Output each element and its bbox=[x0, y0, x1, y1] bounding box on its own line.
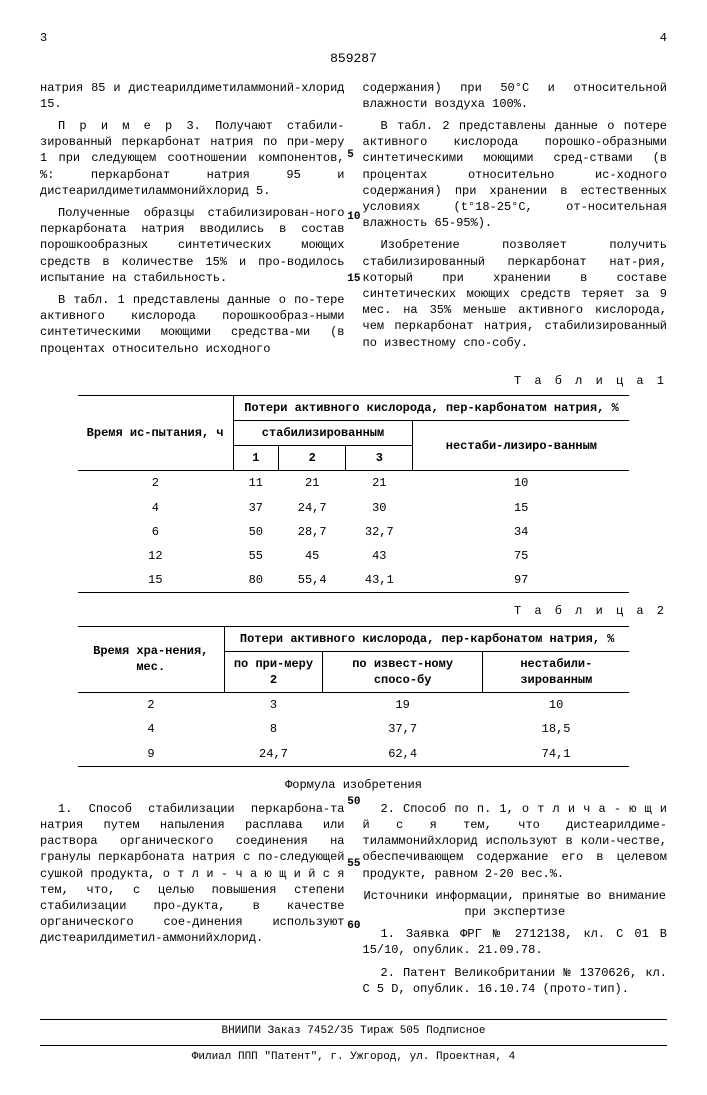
sources-title: Источники информации, принятые во вниман… bbox=[363, 888, 668, 920]
page-num-right: 4 bbox=[660, 30, 667, 46]
footer-1: ВНИИПИ Заказ 7452/35 Тираж 505 Подписное bbox=[40, 1019, 667, 1039]
column-right: содержания) при 50°С и относительной вла… bbox=[363, 80, 668, 363]
table-row: 4837,718,5 bbox=[78, 717, 630, 741]
table-1-title: Т а б л и ц а 1 bbox=[40, 373, 667, 389]
table-2: Время хра-нения, мес. Потери активного к… bbox=[78, 626, 630, 767]
table-2-title: Т а б л и ц а 2 bbox=[40, 603, 667, 619]
source-2: 2. Патент Великобритании № 1370626, кл. … bbox=[363, 965, 668, 997]
source-1: 1. Заявка ФРГ № 2712138, кл. C 01 B 15/1… bbox=[363, 926, 668, 958]
t1-h-stab: стабилизированным bbox=[233, 421, 413, 446]
t1-h-loss: Потери активного кислорода, пер-карбонат… bbox=[233, 395, 629, 420]
column-left: натрия 85 и дистеарилдиметиламмоний-хлор… bbox=[40, 80, 345, 363]
para-5: содержания) при 50°С и относительной вла… bbox=[363, 80, 668, 112]
para-1: натрия 85 и дистеарилдиметиламмоний-хлор… bbox=[40, 80, 345, 112]
table-row: 211212110 bbox=[78, 471, 630, 496]
page-num-left: 3 bbox=[40, 30, 47, 46]
column-right-claims: 2. Способ по п. 1, о т л и ч а - ю щ и й… bbox=[363, 801, 668, 1003]
claim-1: 1. Способ стабилизации перкарбона-та нат… bbox=[40, 801, 345, 947]
para-6: В табл. 2 представлены данные о потере а… bbox=[363, 118, 668, 231]
line-number-10: 10 bbox=[347, 210, 360, 225]
footer-2: Филиал ППП "Патент", г. Ужгород, ул. Про… bbox=[40, 1045, 667, 1065]
table-row: 65028,732,734 bbox=[78, 520, 630, 544]
t1-col-3: 3 bbox=[346, 446, 413, 471]
para-4: В табл. 1 представлены данные о по-тере … bbox=[40, 292, 345, 357]
t1-h-time: Время ис-пытания, ч bbox=[78, 395, 233, 471]
column-left-claims: 1. Способ стабилизации перкарбона-та нат… bbox=[40, 801, 345, 1003]
table-row: 1255454375 bbox=[78, 544, 630, 568]
line-number-60: 60 bbox=[347, 919, 360, 934]
claim-2: 2. Способ по п. 1, о т л и ч а - ю щ и й… bbox=[363, 801, 668, 882]
patent-number: 859287 bbox=[40, 50, 667, 68]
t2-col-3: нестабили-зированным bbox=[483, 651, 630, 692]
table-row: 924,762,474,1 bbox=[78, 742, 630, 767]
formula-title: Формула изобретения bbox=[40, 777, 667, 793]
table-row: 43724,73015 bbox=[78, 496, 630, 520]
line-number-15: 15 bbox=[347, 272, 360, 287]
t2-h-time: Время хра-нения, мес. bbox=[78, 626, 225, 693]
line-number-50: 50 bbox=[347, 795, 360, 810]
table-row: 231910 bbox=[78, 693, 630, 718]
line-number-55: 55 bbox=[347, 857, 360, 872]
t2-h-loss: Потери активного кислорода, пер-карбонат… bbox=[224, 626, 629, 651]
t2-col-2: по извест-ному спосо-бу bbox=[322, 651, 482, 692]
line-number-5: 5 bbox=[347, 148, 354, 163]
t2-col-1: по при-меру 2 bbox=[224, 651, 322, 692]
t1-col-2: 2 bbox=[279, 446, 346, 471]
table-1: Время ис-пытания, ч Потери активного кис… bbox=[78, 395, 630, 594]
t1-h-nonstab: нестаби-лизиро-ванным bbox=[413, 421, 629, 471]
table-row: 158055,443,197 bbox=[78, 568, 630, 593]
para-7: Изобретение позволяет получить стабилизи… bbox=[363, 237, 668, 350]
para-2: П р и м е р 3. Получают стабили-зированн… bbox=[40, 118, 345, 199]
t1-col-1: 1 bbox=[233, 446, 279, 471]
para-3: Полученные образцы стабилизирован-ного п… bbox=[40, 205, 345, 286]
